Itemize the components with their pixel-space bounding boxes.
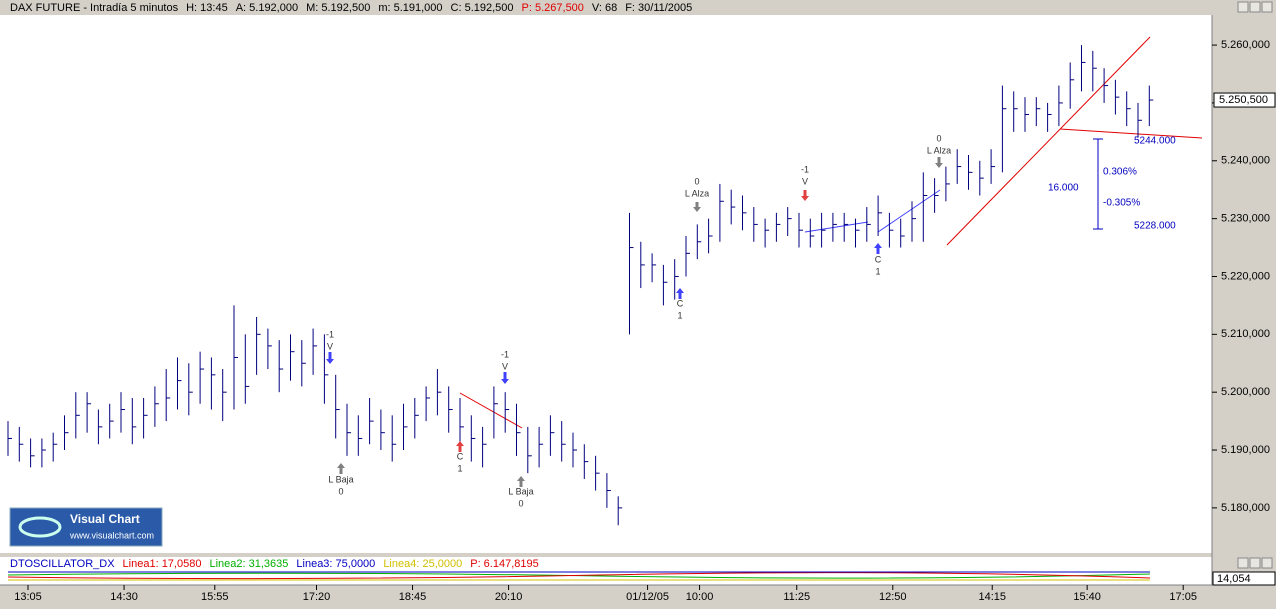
trend-line — [459, 392, 523, 429]
header-title: DAX FUTURE - Intradía 5 minutos — [10, 2, 179, 14]
annotation-text: C — [677, 298, 684, 308]
drawings — [459, 36, 1203, 429]
last-price-box — [1213, 92, 1276, 108]
x-tick-label: 13:05 — [14, 591, 42, 603]
annotation-text: 0 — [338, 486, 343, 496]
annotation-text: 1 — [875, 266, 880, 276]
annotation-text: -1 — [501, 349, 509, 359]
x-tick-label: 18:45 — [399, 591, 427, 603]
x-tick-label: 12:50 — [879, 591, 907, 603]
oscillator-value-box — [1212, 571, 1276, 586]
logo-title: Visual Chart — [70, 512, 140, 526]
annotation-arrow — [935, 157, 943, 168]
trend-line — [1059, 128, 1203, 139]
x-tick-label: 20:10 — [495, 591, 523, 603]
y-tick-label: 5.220,000 — [1221, 270, 1270, 282]
annotation-arrow — [326, 352, 334, 364]
x-tick-label: 15:40 — [1073, 591, 1101, 603]
button[interactable] — [1249, 1, 1261, 13]
annotation-text: -1 — [326, 329, 334, 339]
annotation-arrow — [456, 441, 464, 452]
measure-label: 5228.000 — [1134, 221, 1176, 232]
annotation-text: C — [457, 451, 464, 461]
button[interactable] — [1237, 1, 1249, 13]
price-panel — [0, 15, 1212, 553]
annotation-text: L Alza — [685, 188, 709, 198]
measure-label: 0.306% — [1103, 167, 1137, 178]
annotation-text: L Baja — [328, 474, 353, 484]
annotation-text: L Alza — [927, 145, 951, 155]
measure-label: -0.305% — [1103, 198, 1140, 209]
header-item: P: 5.267,500 — [522, 2, 584, 14]
annotation-text: -1 — [801, 164, 809, 174]
annotation-arrow — [501, 372, 509, 384]
x-tick-label: 17:20 — [303, 591, 331, 603]
annotation-text: V — [802, 176, 808, 186]
y-tick-label: 5.190,000 — [1221, 444, 1270, 456]
logo-url: www.visualchart.com — [69, 530, 154, 540]
x-tick-label: 01/12/05 — [626, 591, 669, 603]
annotation-text: 1 — [677, 310, 682, 320]
x-tick-label: 14:15 — [978, 591, 1006, 603]
oscillator-name: DTOSCILLATOR_DX — [10, 558, 115, 570]
annotation-text: 1 — [457, 463, 462, 473]
header-item: V: 68 — [592, 2, 617, 14]
annotation-text: 0 — [936, 133, 941, 143]
trend-line — [877, 189, 941, 233]
button[interactable] — [1261, 1, 1273, 13]
button[interactable] — [1249, 557, 1261, 569]
annotation-arrow — [337, 463, 345, 474]
x-tick-label: 14:30 — [110, 591, 138, 603]
annotation-arrow — [693, 202, 701, 212]
x-tick-label: 10:00 — [686, 591, 714, 603]
y-tick-label: 5.230,000 — [1221, 213, 1270, 225]
oscillator-item: Linea1: 17,0580 — [123, 558, 202, 570]
x-tick-label: 15:55 — [201, 591, 229, 603]
header-bar — [0, 0, 1276, 15]
annotation-arrow — [801, 190, 809, 201]
annotation-text: 0 — [694, 176, 699, 186]
header-item: m: 5.191,000 — [378, 2, 442, 14]
annotation-text: C — [875, 254, 882, 264]
button[interactable] — [1261, 557, 1273, 569]
measure-label: 5244.000 — [1134, 136, 1176, 147]
annotation-arrow — [874, 243, 882, 254]
annotation-arrow — [517, 476, 525, 487]
logo-box[interactable] — [9, 507, 163, 547]
button[interactable] — [1237, 557, 1249, 569]
header-item: H: 13:45 — [186, 2, 228, 14]
annotation-text: V — [327, 341, 333, 351]
osc-line — [7, 572, 1151, 580]
trend-line — [946, 36, 1151, 246]
oscillator-item: Linea2: 31,3635 — [209, 558, 288, 570]
window-buttons[interactable] — [1237, 1, 1273, 569]
last-price-label: 5.250,500 — [1219, 94, 1268, 106]
measure-label: 16.000 — [1048, 183, 1079, 194]
oscillator-item: Linea4: 25,0000 — [383, 558, 462, 570]
annotation-text: L Baja — [508, 486, 533, 496]
y-tick-label: 5.200,000 — [1221, 386, 1270, 398]
oscillator-value: 14,054 — [1217, 573, 1251, 585]
header-item: F: 30/11/2005 — [625, 2, 692, 14]
oscillator-item: P: 6.147,8195 — [470, 558, 539, 570]
oscillator-item: Linea3: 75,0000 — [296, 558, 375, 570]
logo-icon — [18, 516, 62, 538]
trend-line — [804, 221, 869, 233]
header-item: C: 5.192,500 — [451, 2, 514, 14]
oscillator-lines — [7, 571, 1151, 581]
y-tick-label: 5.210,000 — [1221, 328, 1270, 340]
annotation-arrow — [676, 288, 684, 299]
y-tick-label: 5.240,000 — [1221, 155, 1270, 167]
y-tick-label: 5.180,000 — [1221, 502, 1270, 514]
x-tick-label: 11:25 — [783, 591, 810, 603]
header-item: A: 5.192,000 — [236, 2, 298, 14]
annotation-text: 0 — [518, 498, 523, 508]
logo[interactable]: Visual Chart www.visualchart.com — [9, 507, 163, 547]
osc-line — [7, 572, 1151, 579]
x-tick-label: 17:05 — [1169, 591, 1197, 603]
y-tick-label: 5.260,000 — [1221, 39, 1270, 51]
header-item: M: 5.192,500 — [306, 2, 370, 14]
annotation-text: V — [502, 361, 508, 371]
